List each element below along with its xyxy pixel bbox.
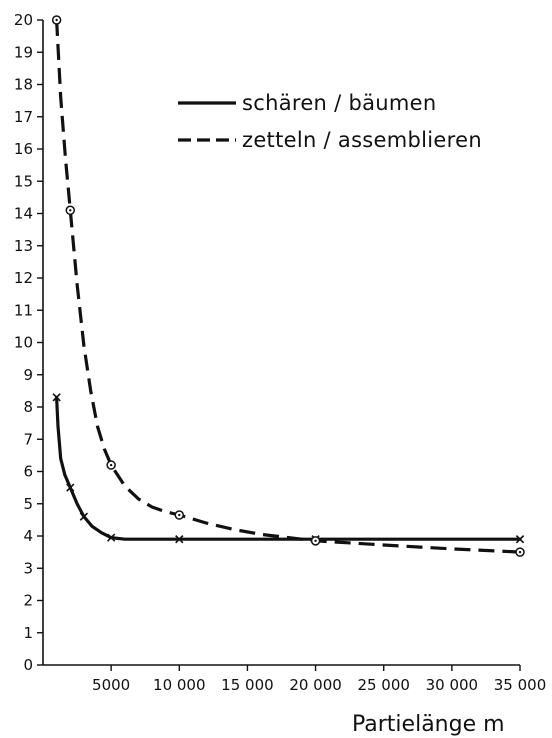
x-axis-label: Partielänge m — [352, 712, 505, 737]
x-tick-label: 15 000 — [221, 676, 274, 694]
y-tick-label: 15 — [14, 172, 33, 190]
y-tick-label: 5 — [23, 495, 33, 513]
series-line-schaeren-baeumen — [55, 395, 522, 541]
series-layer — [51, 15, 525, 557]
data-point-circle-center — [55, 18, 58, 22]
y-tick-label: 1 — [23, 624, 33, 642]
x-tick-label: 20 000 — [289, 676, 342, 694]
y-tick-label: 16 — [14, 140, 33, 158]
y-tick-label: 13 — [14, 237, 33, 255]
x-tick-label: 10 000 — [153, 676, 206, 694]
chart-axes — [42, 20, 520, 666]
y-tick-label: 17 — [14, 108, 33, 126]
data-point-x-marker — [79, 512, 89, 521]
y-tick-label: 8 — [23, 398, 33, 416]
x-tick-label: 30 000 — [426, 676, 479, 694]
data-point-circle-center — [69, 209, 72, 212]
x-tick-label: 35 000 — [494, 676, 547, 694]
y-tick-label: 7 — [23, 430, 33, 448]
data-point-circle-center — [518, 550, 522, 554]
legend-label-schaeren-baeumen: schären / bäumen — [242, 91, 437, 115]
data-point-circle-center — [314, 539, 317, 543]
data-point-x-marker — [175, 535, 184, 544]
y-tick-label: 11 — [14, 301, 33, 319]
y-tick-label: 3 — [23, 559, 33, 577]
data-point-circle-center — [178, 513, 181, 517]
legend: schären / bäumen zetteln / assemblieren — [178, 91, 482, 152]
x-tick-label: 5000 — [92, 676, 130, 694]
data-point-x-marker — [106, 533, 116, 542]
y-tick-label: 2 — [23, 592, 33, 610]
x-tick-label: 25 000 — [357, 676, 410, 694]
x-axis-ticks: 5000 10 000 15 000 20 000 25 000 30 000 35 000 — [92, 665, 546, 694]
series-zetteln-assemblieren — [51, 15, 525, 557]
y-tick-label: 6 — [23, 463, 33, 481]
data-point-x-marker — [52, 393, 61, 402]
y-tick-label: 4 — [23, 527, 33, 545]
y-tick-label: 20 — [14, 11, 33, 29]
y-tick-label: 0 — [23, 656, 33, 674]
data-point-circle-center — [109, 463, 113, 467]
series-line-zetteln-assemblieren — [55, 19, 521, 554]
legend-label-zetteln-assemblieren: zetteln / assemblieren — [242, 128, 482, 152]
y-tick-label: 10 — [14, 334, 33, 352]
data-point-x-marker — [515, 535, 525, 544]
y-tick-label: 19 — [14, 43, 33, 61]
y-tick-label: 9 — [23, 366, 33, 384]
data-point-x-marker — [66, 483, 75, 492]
y-tick-label: 18 — [14, 76, 33, 94]
y-tick-label: 12 — [14, 269, 33, 287]
y-tick-label: 14 — [14, 205, 33, 223]
series-schaeren-baeumen — [52, 393, 525, 544]
